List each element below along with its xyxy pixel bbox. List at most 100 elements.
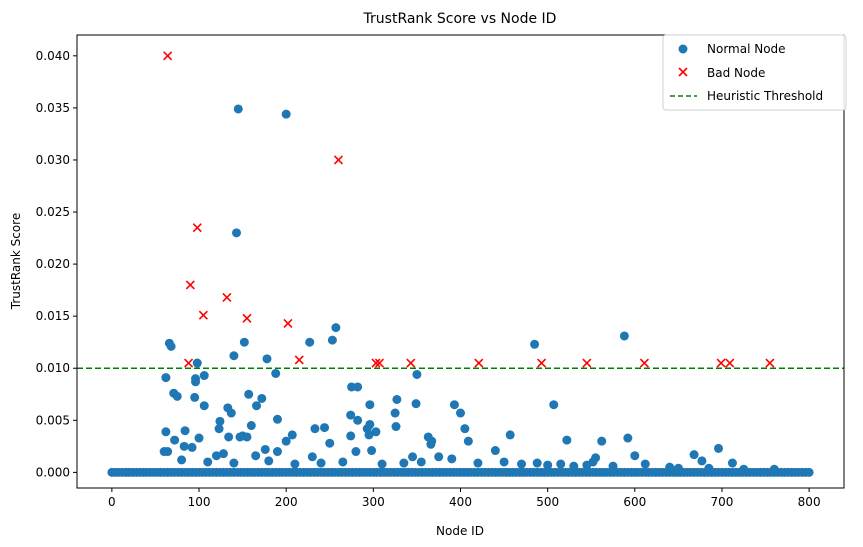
- normal-node-point: [192, 358, 202, 368]
- x-axis-label: Node ID: [436, 524, 484, 538]
- normal-node-point: [215, 416, 225, 426]
- normal-node-point: [608, 461, 618, 471]
- y-axis-label: TrustRank Score: [9, 213, 23, 310]
- normal-node-point: [673, 463, 683, 473]
- normal-node-point: [346, 410, 356, 420]
- bad-node-point: [474, 358, 484, 368]
- normal-node-point: [211, 451, 221, 461]
- normal-node-point: [365, 400, 375, 410]
- y-tick-label: 0.025: [36, 205, 70, 219]
- normal-node-point: [338, 457, 348, 467]
- x-tick-label: 200: [275, 495, 298, 509]
- normal-node-point: [689, 450, 699, 460]
- normal-node-point: [346, 431, 356, 441]
- normal-node-point: [320, 423, 330, 433]
- bad-node-point: [765, 358, 775, 368]
- normal-node-point: [187, 442, 197, 452]
- normal-node-point: [353, 382, 363, 392]
- bad-node-point: [283, 318, 293, 329]
- normal-node-point: [166, 341, 176, 351]
- normal-node-point: [769, 464, 779, 474]
- y-tick-label: 0.005: [36, 413, 70, 427]
- normal-node-point: [449, 400, 459, 410]
- normal-node-point: [272, 447, 282, 457]
- normal-node-point: [305, 337, 315, 347]
- normal-node-point: [426, 439, 436, 449]
- y-tick-label: 0.035: [36, 101, 70, 115]
- normal-node-point: [287, 430, 297, 440]
- bad-node-point: [185, 280, 195, 290]
- normal-node-point: [260, 444, 270, 454]
- normal-node-point: [172, 391, 182, 401]
- legend-threshold-label: Heuristic Threshold: [707, 89, 823, 103]
- x-tick-label: 400: [449, 495, 472, 509]
- normal-node-point: [460, 424, 470, 434]
- normal-node-point: [194, 433, 204, 443]
- normal-node-point: [244, 389, 254, 399]
- normal-node-point: [252, 401, 262, 411]
- normal-node-point: [727, 458, 737, 468]
- normal-node-point: [233, 104, 243, 114]
- normal-node-point: [271, 368, 281, 378]
- y-tick-label: 0.030: [36, 153, 70, 167]
- bad-node-point: [222, 292, 232, 302]
- normal-node-point: [242, 432, 252, 442]
- normal-node-point: [390, 408, 400, 418]
- normal-node-point: [272, 414, 282, 424]
- bad-node-point: [406, 358, 416, 368]
- normal-node-point: [499, 457, 509, 467]
- normal-node-point: [180, 426, 190, 436]
- bad-node-point: [294, 355, 304, 365]
- normal-node-point: [327, 335, 337, 345]
- normal-node-point: [569, 461, 579, 471]
- normal-node-point: [739, 464, 749, 474]
- normal-node-point: [325, 438, 335, 448]
- normal-node-point: [307, 452, 317, 462]
- x-tick-label: 0: [108, 495, 116, 509]
- legend-bad-label: Bad Node: [707, 66, 765, 80]
- normal-node-point: [229, 351, 239, 361]
- normal-node-point: [456, 408, 465, 418]
- normal-node-point: [226, 408, 236, 418]
- normal-node-point: [251, 451, 261, 461]
- normal-node-point: [310, 424, 320, 434]
- normal-node-point: [517, 459, 527, 469]
- normal-node-point: [532, 458, 542, 468]
- normal-node-point: [353, 415, 363, 425]
- bad-node-point: [242, 313, 252, 323]
- normal-node-point: [161, 373, 171, 383]
- normal-node-point: [597, 436, 607, 446]
- normal-node-point: [399, 458, 409, 468]
- normal-node-point: [262, 354, 272, 364]
- normal-node-point: [218, 449, 228, 459]
- bad-node-point: [639, 358, 649, 368]
- legend-bad-marker: [678, 67, 688, 77]
- normal-node-point: [281, 109, 291, 119]
- normal-node-point: [199, 371, 209, 381]
- legend-box: [662, 34, 847, 111]
- normal-node-point: [665, 462, 675, 472]
- x-tick-label: 100: [188, 495, 211, 509]
- normal-node-point: [447, 454, 457, 464]
- normal-node-point: [281, 436, 291, 446]
- normal-node-point: [411, 399, 421, 409]
- x-tick-label: 300: [362, 495, 385, 509]
- chart-title: TrustRank Score vs Node ID: [363, 11, 557, 27]
- normal-node-point: [490, 446, 500, 456]
- normal-node-point: [804, 467, 814, 477]
- normal-node-point: [232, 228, 242, 238]
- y-tick-label: 0.040: [36, 49, 70, 63]
- normal-node-point: [623, 433, 633, 443]
- normal-node-point: [530, 339, 540, 349]
- normal-node-point: [351, 447, 361, 457]
- normal-node-point: [199, 401, 209, 411]
- bad-node-point: [163, 51, 173, 61]
- bad-node-point: [716, 358, 726, 368]
- normal-node-point: [412, 369, 422, 379]
- normal-node-point: [704, 463, 714, 473]
- normal-node-point: [170, 435, 180, 445]
- normal-node-point: [290, 459, 300, 469]
- legend: Normal Node Bad Node Heuristic Threshold: [662, 34, 847, 111]
- normal-node-point: [392, 394, 402, 404]
- bad-node-point: [725, 358, 735, 368]
